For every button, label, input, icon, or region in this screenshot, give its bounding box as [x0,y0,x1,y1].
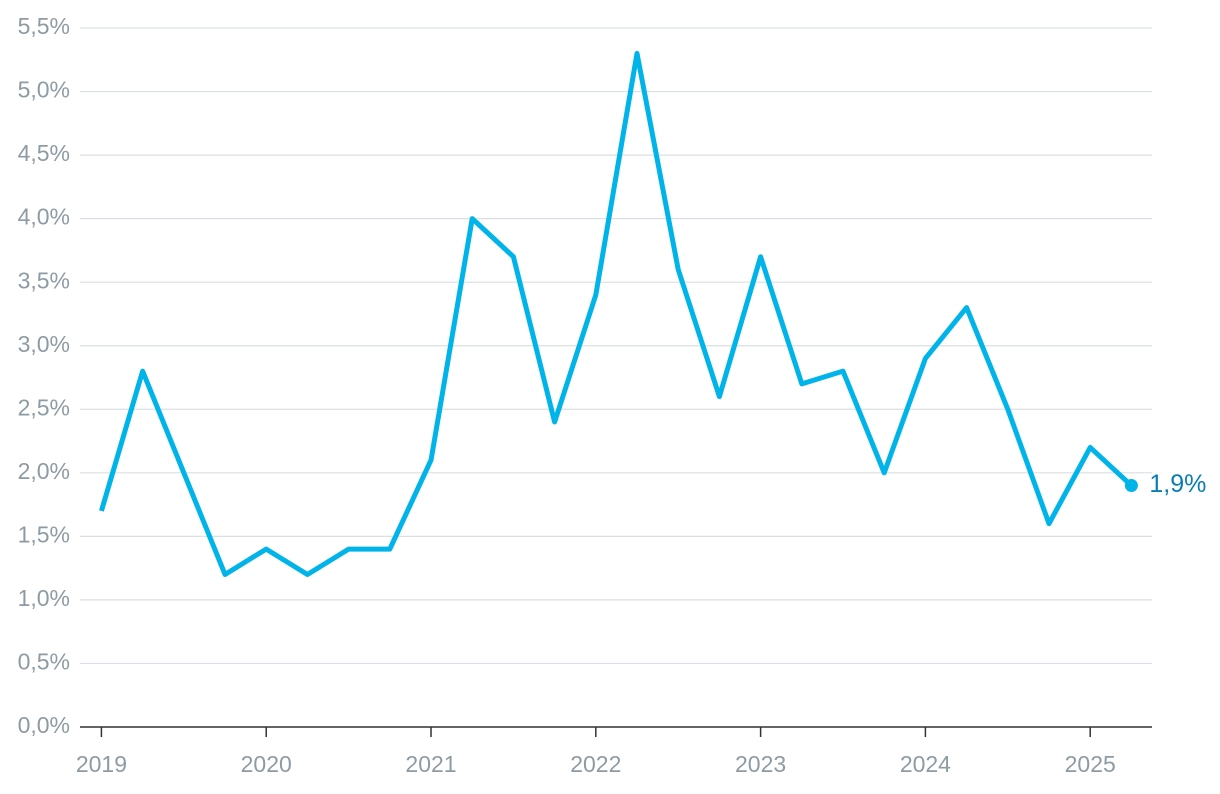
y-tick-label: 0,5% [18,649,70,675]
x-tick-label: 2022 [570,751,621,777]
y-tick-label: 3,0% [18,331,70,357]
line [99,50,1134,577]
y-tick-label: 5,5% [18,13,70,39]
y-tick-label: 1,5% [18,521,70,547]
x-tick-label: 2023 [735,751,786,777]
y-tick-label: 4,0% [18,204,70,230]
end-point [1124,479,1138,493]
y-tick-label: 2,5% [18,394,70,420]
y-tick-label: 0,0% [18,712,70,738]
x-tick-label: 2021 [405,751,456,777]
y-tick-label: 2,0% [18,458,70,484]
x-tick-label: 2019 [76,751,127,777]
y-tick-label: 4,5% [18,140,70,166]
y-tick-label: 5,0% [18,77,70,103]
value-label: 1,9% [1149,470,1206,498]
x-tick-label: 2020 [241,751,292,777]
y-tick-label: 1,0% [18,585,70,611]
x-tick-label: 2025 [1065,751,1116,777]
x-tick-label: 2024 [900,751,951,777]
y-tick-label: 3,5% [18,267,70,293]
